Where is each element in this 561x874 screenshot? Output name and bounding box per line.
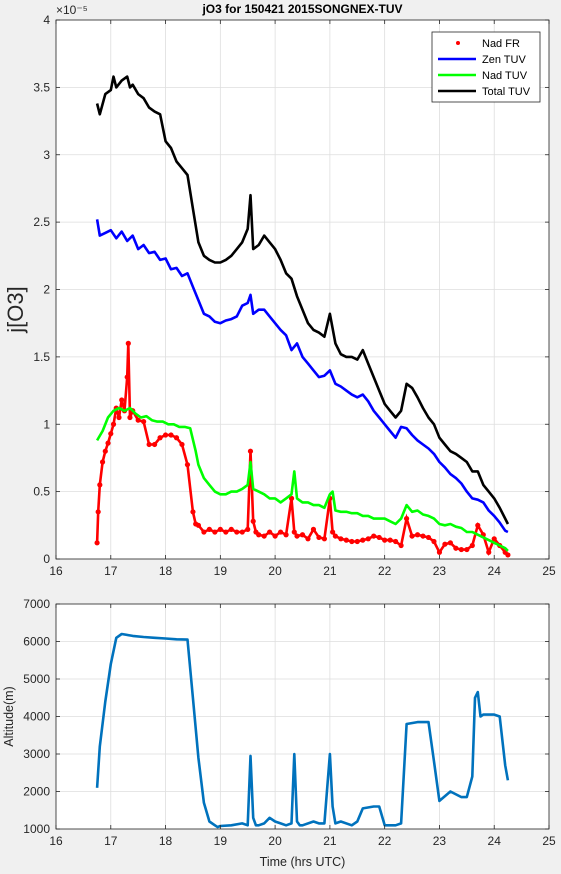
y-tick-label: 6000	[23, 635, 50, 649]
bottom-axes: 16 17 18 19 20 21 22 23 24 25 1000 2000 3000 4000 5000…	[2, 597, 556, 869]
top-axes: 16 17 18 19 20 21 22 23 24 25 0 0.5 1 1.5 2 2.5 3 3.5 4 jO…	[3, 2, 556, 578]
legend: Nad FR Zen TUV Nad TUV Total TUV	[431, 31, 541, 103]
x-tick-label: 25	[542, 564, 556, 578]
x-tick-label: 24	[488, 564, 502, 578]
legend-item: Nad FR	[456, 38, 520, 50]
y-tick-label: 7000	[23, 597, 50, 611]
y-tick-label: 3.5	[33, 80, 50, 94]
y-tick-label: 1000	[23, 822, 50, 836]
x-tick-label: 23	[433, 564, 447, 578]
series-total-tuv-line	[95, 75, 510, 525]
bottom-ticks: 16 17 18 19 20 21 22 23 24 25 1000 2000 3000 4000 5000…	[23, 597, 556, 848]
y-tick-label: 2.5	[33, 215, 50, 229]
legend-item: Nad TUV	[438, 70, 528, 82]
legend-label: Zen TUV	[482, 54, 526, 66]
y-tick-label: 1.5	[33, 350, 50, 364]
legend-marker	[456, 41, 460, 45]
y-tick-label: 5000	[23, 672, 50, 686]
y-tick-label: 0.5	[33, 485, 50, 499]
y-tick-label: 3000	[23, 747, 50, 761]
x-tick-label: 21	[323, 564, 337, 578]
legend-label: Nad TUV	[482, 70, 528, 82]
legend-item: Zen TUV	[438, 54, 526, 66]
y-tick-label: 3	[43, 148, 50, 162]
series-zen-tuv-line	[95, 219, 509, 534]
x-tick-label: 19	[214, 564, 228, 578]
x-tick-label: 17	[104, 564, 118, 578]
x-tick-label: 24	[488, 834, 502, 848]
top-ticks: 16 17 18 19 20 21 22 23 24 25 0 0.5 1 1.5 2 2.5 3 3.5 4	[33, 13, 556, 578]
series-nad-tuv-line	[95, 406, 509, 552]
bottom-series	[95, 632, 510, 829]
altitude-axis-label: Altitude(m)	[2, 686, 16, 746]
x-tick-label: 25	[542, 834, 556, 848]
x-tick-label: 16	[49, 834, 63, 848]
x-tick-label: 22	[378, 834, 392, 848]
chart-title: jO3 for 150421 2015SONGNEX-TUV	[201, 2, 402, 16]
y-tick-label: 4	[43, 13, 50, 27]
x-tick-label: 19	[214, 834, 228, 848]
legend-label: Total TUV	[482, 86, 531, 98]
x-tick-label: 17	[104, 834, 118, 848]
x-tick-label: 16	[49, 564, 63, 578]
x-tick-label: 20	[268, 564, 282, 578]
y-exponent-label: ×10⁻⁵	[56, 3, 88, 17]
series-altitude-line	[95, 632, 510, 829]
x-tick-label: 20	[268, 834, 282, 848]
x-axis-label: Time (hrs UTC)	[260, 855, 346, 869]
y-tick-label: 2000	[23, 785, 50, 799]
x-tick-label: 21	[323, 834, 337, 848]
y-tick-label: 4000	[23, 710, 50, 724]
y-tick-label: 2	[43, 283, 50, 297]
legend-label: Nad FR	[482, 38, 520, 50]
top-series	[94, 75, 511, 558]
y-axis-label: j[O3]	[3, 286, 28, 333]
legend-item: Total TUV	[438, 86, 531, 98]
y-tick-label: 0	[43, 552, 50, 566]
x-tick-label: 22	[378, 564, 392, 578]
x-tick-label: 18	[159, 564, 173, 578]
x-tick-label: 23	[433, 834, 447, 848]
y-tick-label: 1	[43, 417, 50, 431]
x-tick-label: 18	[159, 834, 173, 848]
